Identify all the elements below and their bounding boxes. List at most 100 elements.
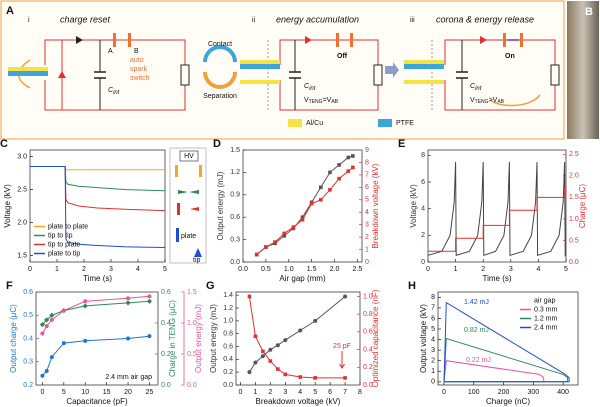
tip	[194, 248, 202, 257]
ptfe	[240, 64, 280, 69]
cycle-arrow	[203, 45, 237, 63]
marker	[283, 338, 288, 343]
y2-tick-label: 1.0	[569, 216, 579, 223]
x-tick-label: 7	[343, 389, 347, 396]
x-tick-label: 2.5	[353, 266, 363, 273]
y2-tick-label: 0.0	[569, 259, 579, 266]
y2-tick-label: 0	[365, 259, 369, 266]
legend-label: 0.3 mm	[534, 306, 558, 313]
x-axis-label: Air gap (mm)	[279, 274, 326, 283]
switch-label: switch	[130, 75, 150, 82]
circuit-iii	[431, 39, 560, 111]
y2-axis-label: Charge in TENG (μC)	[168, 300, 177, 377]
v: =V	[323, 97, 332, 104]
y2-tick-label: 1.5	[569, 194, 579, 201]
switch-label: spark	[130, 66, 148, 73]
electrode	[404, 60, 444, 64]
annotation: 1.42 mJ	[464, 299, 489, 306]
marker	[260, 354, 265, 359]
y-tick-label: 1	[431, 368, 435, 375]
y-tick-label: 1.2	[223, 305, 233, 312]
chart: G 0 1 2 3 4 5 6 7 8 Breakdown voltage (kV) 0.0 0.2 0.…	[206, 280, 380, 406]
y-tick-label: 0	[421, 259, 425, 266]
step-title: energy accumulation	[276, 14, 359, 24]
y-tick-label: 0.4	[23, 335, 33, 342]
x-tick-label: 0	[40, 389, 44, 396]
annotation: 0.82 mJ	[464, 327, 489, 334]
y-tick-label: 0.8	[223, 331, 233, 338]
cap-sub: int	[475, 86, 482, 92]
y-tick-label: 0.5	[23, 312, 33, 319]
y-tick-label: 0.9	[230, 192, 240, 199]
marker	[44, 324, 49, 329]
y2-tick-label: 0.8	[363, 311, 373, 318]
marker	[276, 367, 280, 371]
capacitor-label: Cint	[108, 87, 120, 96]
y-tick-label: 1.4	[223, 292, 233, 299]
y2-tick-label: 3	[365, 222, 369, 229]
y-tick-label: 8	[421, 152, 425, 159]
voltage-relation: VTENG=VAB	[304, 97, 339, 105]
y-tick-label: 2.0	[17, 219, 27, 226]
x-tick-label: 3	[509, 266, 513, 273]
y2-tick-label: 0.6	[363, 329, 373, 336]
plot-frame	[427, 149, 567, 263]
plot-frame	[242, 149, 363, 263]
x-tick-label: 300	[527, 389, 539, 396]
y2-axis-label: Charge (μC)	[578, 184, 587, 229]
chart: E 0 1 2 3 4 5 Time (s) 0 2 4 6 8 Voltage (kV) 0.0 0.5 1.…	[398, 138, 587, 283]
x-tick-label: 5	[564, 266, 568, 273]
marker	[313, 318, 318, 323]
x-tick-label: 8	[358, 389, 362, 396]
switch-plate	[336, 33, 339, 47]
series-line	[256, 155, 353, 255]
x-tick-label: 0.0	[238, 266, 248, 273]
x-tick-label: 0	[426, 266, 430, 273]
circuit-ii	[267, 39, 383, 111]
y2-tick-label: 8	[365, 159, 369, 166]
chart: H 0 100 200 300 400 Charge (nC) 0 1 2 3 4 5 6 7 8Output…	[408, 280, 579, 406]
marker	[313, 376, 317, 380]
y-axis-label: Voltage (kV)	[409, 184, 418, 228]
x-tick-label: 1.5	[307, 266, 317, 273]
marker	[40, 331, 45, 336]
tip	[190, 207, 199, 211]
x-axis-label: Capacitance (pF)	[66, 397, 128, 406]
electrode	[177, 203, 180, 215]
y2-tick-label: 0.4	[161, 320, 171, 327]
y-tick-label: 7	[431, 305, 435, 312]
diode	[480, 36, 487, 44]
x-tick-label: 2	[481, 266, 485, 273]
marker	[49, 312, 55, 318]
annotation: 2.4 mm air gap	[105, 374, 152, 381]
x-tick-label: 4	[136, 266, 140, 273]
y-tick-label: 5	[431, 326, 435, 333]
y2-tick-label: 0.0	[161, 382, 171, 389]
y-tick-label: 0.3	[230, 236, 240, 243]
arrow	[385, 62, 399, 78]
cap-base: C	[108, 87, 114, 94]
x-tick-label: 15	[103, 389, 111, 396]
v-sub: AB	[331, 99, 338, 105]
y2-tick-label: 2.5	[569, 151, 579, 158]
marker	[125, 300, 131, 306]
marker	[282, 234, 286, 238]
switch-plate	[503, 33, 506, 47]
legend-label: 1.2 mm	[534, 315, 558, 322]
marker	[126, 336, 131, 341]
marker	[261, 349, 265, 354]
switch-state: On	[505, 53, 515, 60]
panel-frame	[0, 0, 565, 140]
marker	[319, 185, 323, 190]
legend-swatch	[378, 119, 392, 127]
marker	[247, 370, 252, 375]
panel-label: C	[0, 138, 8, 150]
ptfe	[404, 64, 444, 69]
y3-tick-label: 1.0	[187, 320, 197, 327]
x-tick-label: 10	[81, 389, 89, 396]
y-tick-label: 8	[431, 294, 435, 301]
series-line	[428, 186, 566, 252]
panel-label: E	[398, 138, 405, 150]
